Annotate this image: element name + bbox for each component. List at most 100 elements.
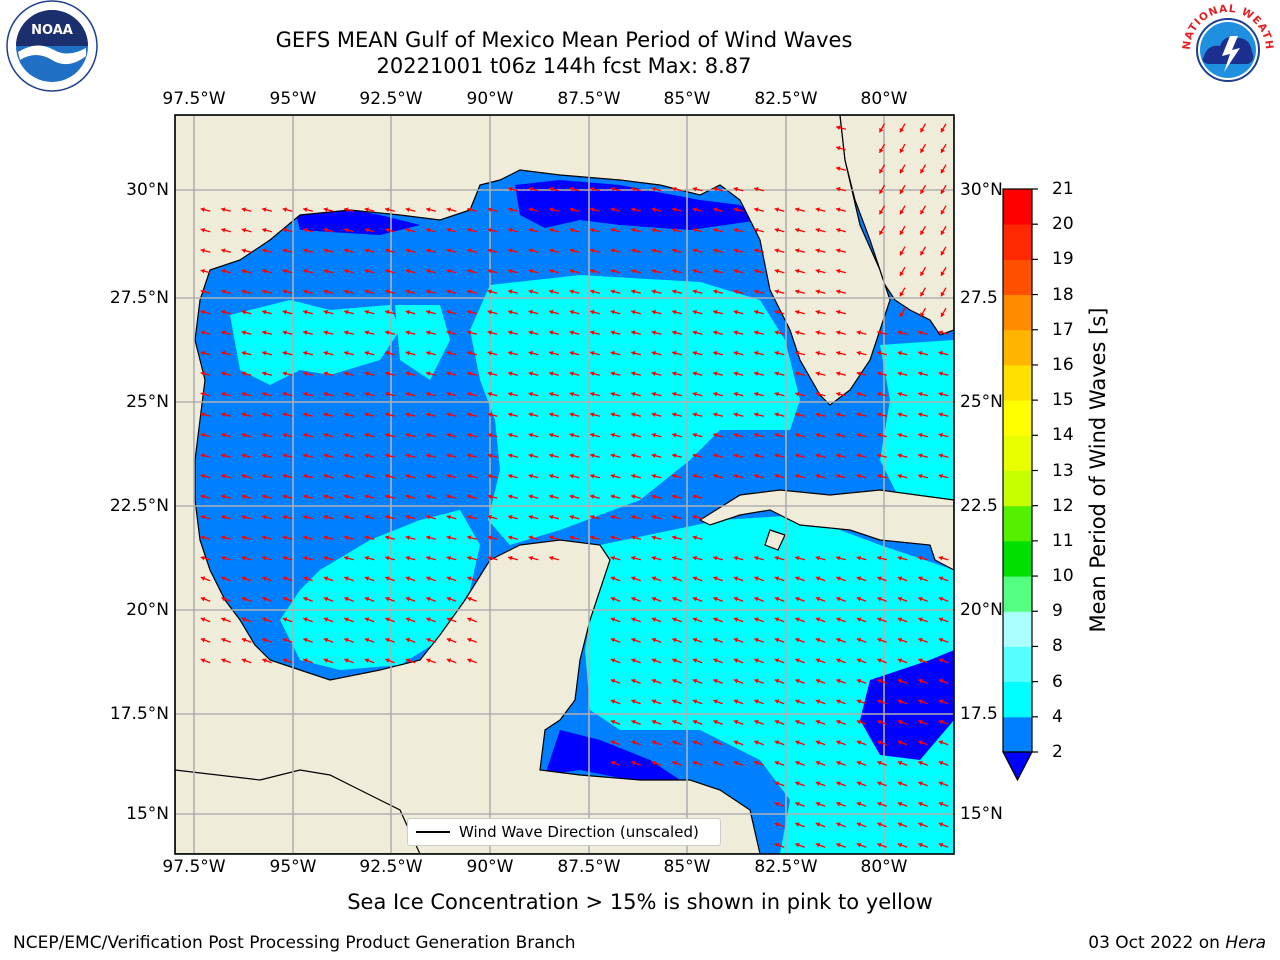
wave-arrow xyxy=(672,617,682,623)
wave-arrow xyxy=(549,412,559,418)
footer-date-text: 03 Oct 2022 on xyxy=(1088,933,1226,953)
wave-arrow xyxy=(508,412,518,418)
wave-arrow xyxy=(467,268,477,274)
lat-right-label: 17.5 xyxy=(960,704,998,724)
wave-arrow xyxy=(426,227,436,233)
wave-arrow xyxy=(487,535,498,541)
wave-arrow xyxy=(631,740,641,746)
wave-arrow xyxy=(774,391,785,397)
wave-arrow xyxy=(754,740,764,746)
wave-arrow xyxy=(282,596,293,602)
wave-arrow xyxy=(918,699,928,705)
colorbar-tick-label: 12 xyxy=(1052,495,1074,516)
wave-arrow xyxy=(385,309,395,315)
wave-arrow xyxy=(446,432,457,438)
wave-arrow xyxy=(940,123,947,133)
colorbar-tick-label: 18 xyxy=(1052,284,1074,305)
wave-arrow xyxy=(200,268,211,274)
wave-arrow xyxy=(774,453,785,459)
wave-arrow xyxy=(262,514,272,520)
wave-arrow xyxy=(672,289,682,295)
wave-arrow xyxy=(467,555,477,561)
wave-arrow xyxy=(774,617,785,623)
wave-arrow xyxy=(692,473,703,479)
wave-arrow xyxy=(918,330,928,336)
wave-arrow xyxy=(549,268,559,274)
wave-arrow xyxy=(262,453,272,459)
footer-credit: NCEP/EMC/Verification Post Processing Pr… xyxy=(13,933,576,953)
wave-arrow xyxy=(877,617,887,623)
wave-arrow xyxy=(774,596,785,602)
wave-arrow xyxy=(262,617,272,623)
wave-arrow xyxy=(405,371,416,377)
wave-arrow xyxy=(549,555,559,561)
wave-arrow xyxy=(282,391,293,397)
wave-arrow xyxy=(487,248,498,254)
wave-arrow xyxy=(631,453,641,459)
wave-arrow xyxy=(631,637,641,643)
wave-arrow xyxy=(754,207,764,213)
wave-arrow xyxy=(610,227,621,233)
wave-arrow xyxy=(877,699,887,705)
wave-arrow xyxy=(569,473,580,479)
wave-arrow xyxy=(815,227,826,233)
wave-arrow xyxy=(262,289,272,295)
wave-arrow xyxy=(918,801,928,807)
wave-arrow xyxy=(795,555,805,561)
lat-left-label: 27.5°N xyxy=(109,288,169,308)
wave-arrow xyxy=(282,309,293,315)
wave-arrow xyxy=(549,330,559,336)
wave-arrow xyxy=(651,289,662,295)
colorbar-segment xyxy=(1003,400,1032,436)
wave-arrow xyxy=(590,186,600,192)
wave-arrow xyxy=(733,760,744,766)
wave-arrow xyxy=(774,699,785,705)
wave-arrow xyxy=(364,535,375,541)
wave-arrow xyxy=(446,596,457,602)
wave-arrow xyxy=(672,432,682,438)
wave-arrow xyxy=(323,227,334,233)
wave-arrow xyxy=(815,248,826,254)
wave-arrow xyxy=(836,145,846,151)
wave-arrow xyxy=(282,494,293,500)
nws-logo: NATIONAL WEATHER SERVICE xyxy=(1178,0,1274,96)
wave-arrow xyxy=(733,350,744,356)
colorbar-tick-label: 20 xyxy=(1052,214,1074,235)
wave-arrow xyxy=(897,432,908,438)
colorbar-segment xyxy=(1003,329,1032,366)
wave-arrow xyxy=(651,350,662,356)
wave-arrow xyxy=(815,617,826,623)
wave-arrow xyxy=(774,822,785,828)
wave-arrow xyxy=(262,330,272,336)
wave-arrow xyxy=(303,473,313,479)
wave-arrow xyxy=(733,658,744,664)
wave-arrow xyxy=(672,268,682,274)
wave-arrow xyxy=(815,268,826,274)
wave-arrow xyxy=(774,473,785,479)
wave-arrow xyxy=(282,555,293,561)
wave-arrow xyxy=(651,412,662,418)
wave-arrow xyxy=(692,678,703,684)
wave-arrow xyxy=(200,371,211,377)
wave-arrow xyxy=(446,514,457,520)
wave-arrow xyxy=(938,801,949,807)
wave-arrow xyxy=(631,227,641,233)
colorbar-tick-label: 15 xyxy=(1052,390,1074,411)
wave-arrow xyxy=(672,186,682,192)
wave-arrow xyxy=(364,412,375,418)
wave-arrow xyxy=(754,186,764,192)
wave-arrow xyxy=(323,473,334,479)
wave-arrow xyxy=(426,289,436,295)
wave-arrow xyxy=(795,678,805,684)
wave-arrow xyxy=(651,637,662,643)
wave-arrow xyxy=(610,350,621,356)
wave-arrow xyxy=(713,740,723,746)
wave-arrow xyxy=(385,207,395,213)
wave-arrow xyxy=(631,207,641,213)
wave-arrow xyxy=(651,248,662,254)
wave-arrow xyxy=(897,719,908,725)
wave-arrow xyxy=(344,617,354,623)
wave-arrow xyxy=(692,699,703,705)
wave-arrow xyxy=(426,248,436,254)
wave-arrow xyxy=(774,268,785,274)
